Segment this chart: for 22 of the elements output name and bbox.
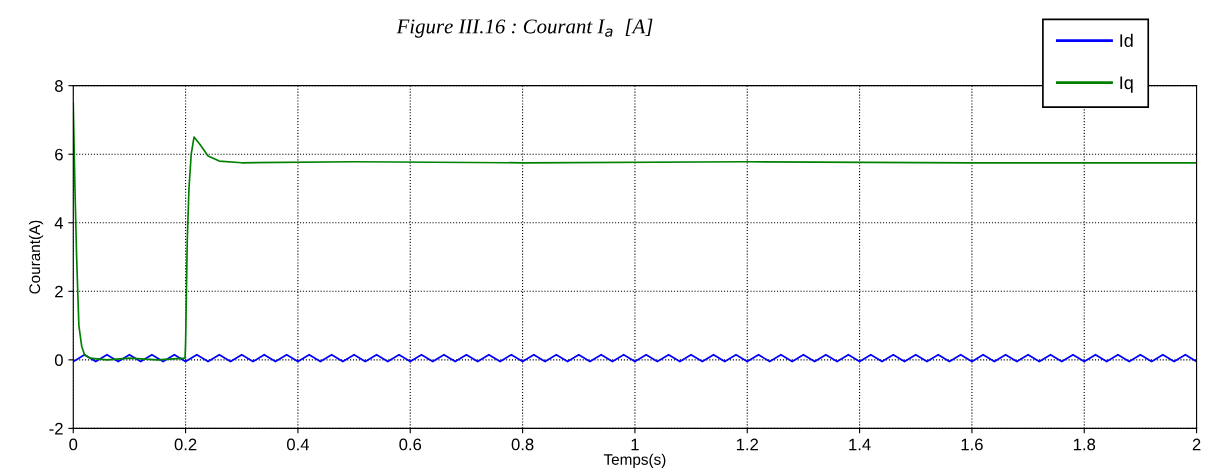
legend-label: Iq bbox=[1120, 76, 1133, 93]
x-tick-label: 1.8 bbox=[1073, 438, 1096, 451]
chart-title: Figure III.16 : Courant I$_{a}$ [A] bbox=[396, 18, 653, 38]
x-axis-title: Temps(s) bbox=[603, 453, 666, 468]
x-tick-label: 1.6 bbox=[961, 438, 983, 451]
x-tick-label: 2 bbox=[1192, 438, 1201, 451]
y-tick-label: 4 bbox=[54, 217, 64, 229]
x-tick-label: 0.6 bbox=[399, 438, 422, 451]
y-tick-label: 8 bbox=[54, 80, 63, 92]
x-tick-label: 0.8 bbox=[511, 438, 534, 451]
legend-label: Id bbox=[1120, 33, 1133, 48]
y-tick-label: 6 bbox=[55, 148, 63, 161]
y-tick-label: 2 bbox=[55, 285, 63, 298]
x-tick-label: 0.4 bbox=[286, 438, 310, 451]
x-tick-label: 1.2 bbox=[736, 438, 758, 451]
x-tick-label: 1 bbox=[631, 438, 639, 451]
y-axis-title: Courant(A) bbox=[28, 220, 44, 294]
y-tick-label: 0 bbox=[54, 354, 63, 367]
y-tick-label: -2 bbox=[49, 422, 63, 435]
x-tick-label: 1.4 bbox=[849, 438, 871, 451]
x-tick-label: 0.2 bbox=[174, 438, 197, 451]
x-tick-label: 0 bbox=[69, 438, 78, 451]
